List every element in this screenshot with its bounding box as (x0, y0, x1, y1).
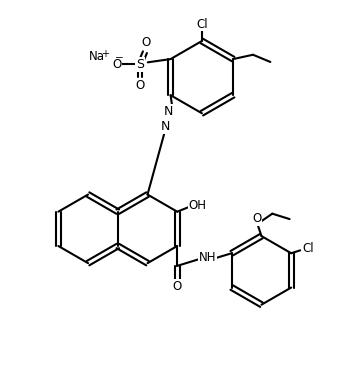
Text: O: O (135, 79, 145, 92)
Text: O: O (142, 36, 151, 49)
Text: Cl: Cl (302, 242, 314, 255)
Text: N: N (164, 105, 174, 118)
Text: Na: Na (89, 50, 105, 63)
Text: N: N (161, 120, 170, 133)
Text: O: O (253, 212, 262, 225)
Text: −: − (115, 53, 124, 63)
Text: NH: NH (198, 251, 216, 264)
Text: Cl: Cl (196, 17, 208, 30)
Text: O: O (173, 280, 182, 293)
Text: S: S (136, 58, 144, 71)
Text: O: O (112, 58, 121, 71)
Text: +: + (101, 49, 109, 59)
Text: OH: OH (188, 199, 206, 213)
